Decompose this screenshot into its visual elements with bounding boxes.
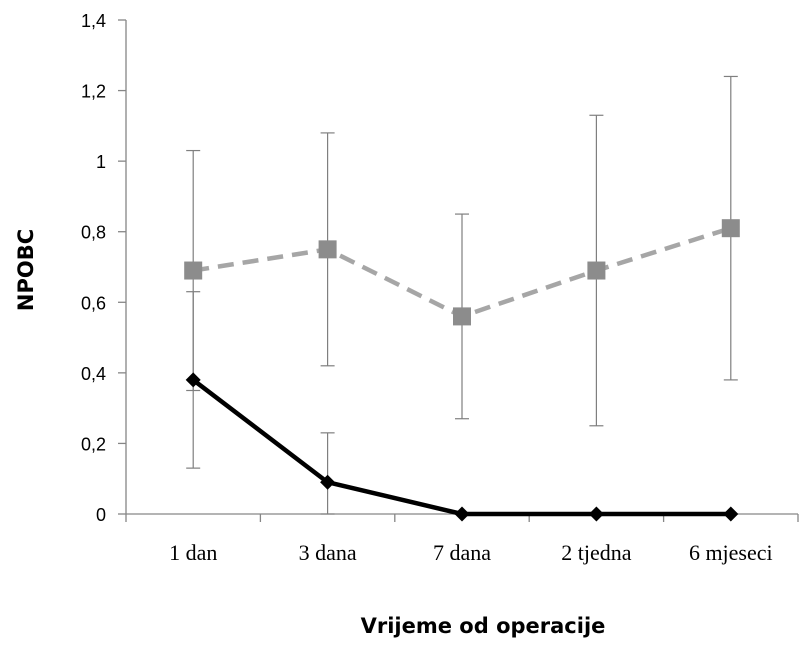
- data-point-diamond: [723, 506, 739, 522]
- x-axis-title: Vrijeme od operacije: [361, 614, 606, 638]
- y-tick-label: 1,2: [81, 82, 106, 102]
- data-point-diamond: [185, 372, 201, 388]
- series-markers: [184, 219, 740, 522]
- data-point-diamond: [588, 506, 604, 522]
- x-tick-label: 2 tjedna: [561, 540, 631, 565]
- y-tick-label: 1,4: [81, 11, 106, 31]
- y-tick-label: 0,4: [81, 364, 106, 384]
- x-tick-label: 7 dana: [433, 540, 491, 565]
- error-bars: [186, 75, 738, 515]
- data-point-diamond: [320, 474, 336, 490]
- data-point-square: [587, 261, 606, 280]
- data-point-diamond: [454, 506, 470, 522]
- x-tick-label: 1 dan: [169, 540, 217, 565]
- y-tick-label: 0: [96, 505, 106, 525]
- data-point-square: [721, 219, 740, 238]
- x-axis: 1 dan 3 dana 7 dana 2 tjedna 6 mjeseci: [125, 513, 799, 565]
- y-axis: 0 0,2 0,4 0,6 0,8 1 1,2 1,4: [81, 11, 127, 525]
- y-axis-title: NPOBC: [14, 229, 38, 311]
- data-point-square: [318, 240, 337, 259]
- data-point-square: [453, 307, 471, 326]
- y-tick-label: 0,6: [81, 293, 106, 313]
- x-tick-label: 3 dana: [299, 540, 357, 565]
- data-point-square: [184, 261, 203, 280]
- x-tick-label: 6 mjeseci: [689, 540, 773, 565]
- y-tick-label: 1: [96, 152, 106, 172]
- y-tick-label: 0,8: [81, 223, 106, 243]
- y-tick-label: 0,2: [81, 434, 106, 454]
